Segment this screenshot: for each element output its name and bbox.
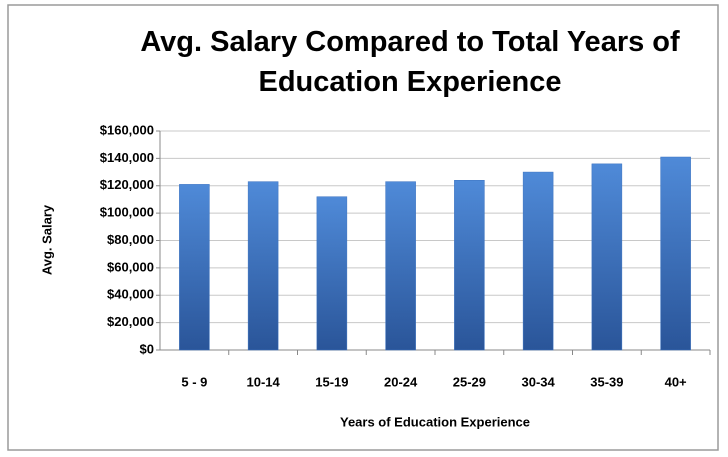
- x-tick-label: 5 - 9: [181, 374, 207, 389]
- x-axis-title: Years of Education Experience: [340, 414, 530, 429]
- y-tick-label: $40,000: [107, 287, 154, 302]
- x-tick-label: 25-29: [453, 374, 486, 389]
- y-tick-label: $140,000: [100, 150, 154, 165]
- chart-title: Avg. Salary Compared to Total Years of E…: [140, 26, 680, 98]
- bar: [247, 181, 279, 351]
- chart-border: [7, 4, 719, 451]
- bar: [522, 171, 554, 351]
- y-tick-label: $60,000: [107, 259, 154, 274]
- bar: [385, 181, 416, 351]
- y-tick-label: $100,000: [100, 205, 154, 220]
- x-tick-label: 15-19: [315, 374, 348, 389]
- bar: [454, 180, 485, 351]
- y-tick-label: $20,000: [107, 314, 154, 329]
- y-tick-label: $80,000: [107, 232, 154, 247]
- bar: [660, 156, 691, 351]
- bar: [179, 184, 210, 351]
- bar: [591, 163, 623, 351]
- x-tick-label: 10-14: [247, 374, 281, 389]
- y-tick-label: $0: [140, 341, 154, 356]
- x-tick-label: 35-39: [590, 374, 623, 389]
- x-tick-label: 30-34: [522, 374, 556, 389]
- bar: [316, 196, 348, 351]
- y-tick-label: $120,000: [100, 177, 154, 192]
- y-tick-label: $160,000: [100, 122, 154, 137]
- y-axis-title: Avg. Salary: [39, 204, 54, 275]
- x-tick-label: 20-24: [384, 374, 418, 389]
- x-tick-label: 40+: [665, 374, 687, 389]
